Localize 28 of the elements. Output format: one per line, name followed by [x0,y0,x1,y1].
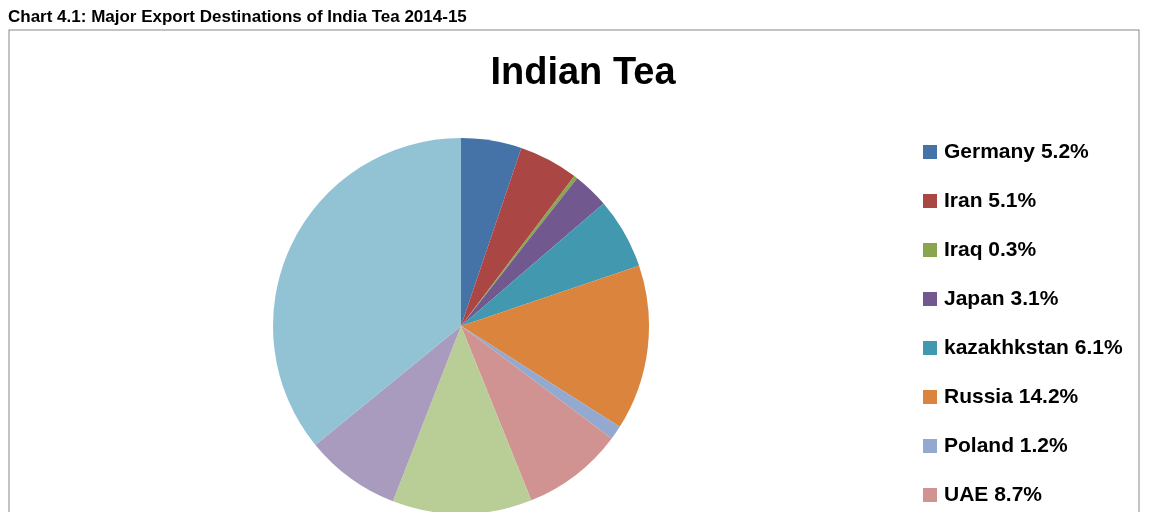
legend-label: UAE [944,482,989,505]
data-label: 5.1% [988,188,1037,211]
pie-slice [461,326,620,439]
legend-label: kazakhkstan [944,335,1069,358]
legend-label: Poland [944,433,1015,456]
data-label: 3.1% [1010,286,1059,309]
chart-subtitle: Chart 4.1: Major Export Destinations of India Tea 2014-15 [8,7,467,26]
pie-slice [461,265,649,427]
data-label: 6.1% [1074,335,1123,358]
legend-label: Iran [944,188,983,211]
pie-slice [273,138,461,445]
legend-label: Russia [944,384,1013,407]
pie-slice [461,203,640,326]
data-label: 0.3% [988,237,1037,260]
legend-label: Germany [944,139,1036,162]
pie-slice [461,326,612,501]
data-label: 8.7% [994,482,1043,505]
data-label: 14.2% [1018,384,1079,407]
pie-slice [392,326,532,512]
pie-slice [461,147,575,326]
pie-slice [461,138,522,326]
data-label: 5.2% [1040,139,1089,162]
legend-label: Japan [944,286,1005,309]
pie-slice [315,326,461,502]
chart-title: Indian Tea [490,50,677,92]
data-label: 1.2% [1019,433,1068,456]
pie-slice [461,178,604,326]
legend-label: Iraq [944,237,983,260]
